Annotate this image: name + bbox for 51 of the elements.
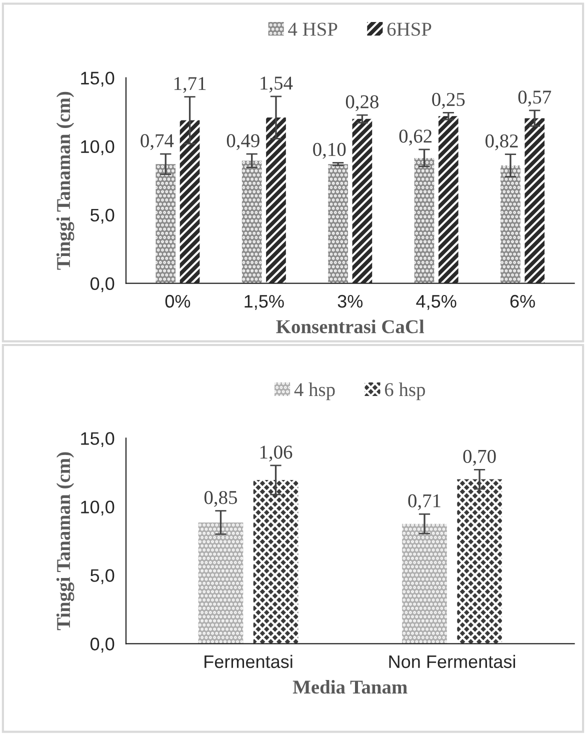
y-tick-label: 10,0 bbox=[81, 500, 114, 516]
annotation: 1,54 bbox=[260, 76, 293, 93]
y-tick-label: 15,0 bbox=[81, 432, 114, 448]
legend-label: 4 hsp bbox=[294, 382, 335, 400]
x-tick-label: 0% bbox=[165, 294, 190, 308]
bar bbox=[198, 522, 244, 644]
bar bbox=[266, 118, 286, 284]
bar bbox=[438, 116, 458, 284]
bar bbox=[352, 118, 372, 284]
annotation: 0,28 bbox=[346, 95, 378, 112]
legend-label: 6 hsp bbox=[385, 382, 425, 400]
x-tick-label: 1,5% bbox=[244, 294, 284, 310]
annotation: 0,25 bbox=[432, 92, 465, 109]
y-axis-title: Tinggi Tanaman (cm) bbox=[56, 452, 74, 630]
bar bbox=[242, 160, 262, 284]
annotation: 0,85 bbox=[204, 490, 237, 507]
x-tick-label: 3% bbox=[338, 294, 363, 308]
y-tick-label: 15,0 bbox=[81, 72, 114, 87]
bar bbox=[402, 524, 447, 644]
x-tick-label: Non Fermentasi bbox=[389, 654, 516, 668]
legend-label: 4 HSP bbox=[288, 22, 338, 36]
annotation: 0,71 bbox=[408, 494, 440, 510]
annotation: 0,70 bbox=[463, 450, 496, 466]
x-axis-title: Konsentrasi CaCl bbox=[276, 320, 424, 334]
annotation: 0,57 bbox=[518, 90, 552, 106]
bar bbox=[156, 164, 176, 284]
annotation: 0,82 bbox=[486, 134, 518, 150]
legend-label: 6HSP bbox=[387, 22, 432, 36]
bar bbox=[500, 165, 520, 284]
bar bbox=[457, 479, 502, 644]
x-tick-label: Fermentasi bbox=[204, 654, 292, 668]
annotation: 0,62 bbox=[399, 130, 432, 146]
y-axis-title: Tinggi Tanaman (cm) bbox=[56, 92, 74, 270]
annotation: 0,74 bbox=[140, 134, 174, 150]
bar bbox=[524, 118, 545, 284]
bar bbox=[328, 164, 348, 284]
y-tick-label: 5,0 bbox=[90, 569, 114, 584]
bar bbox=[253, 480, 298, 644]
x-tick-label: 4,5% bbox=[416, 294, 456, 310]
x-axis-title: Media Tanam bbox=[292, 680, 408, 694]
y-tick-label: 0,0 bbox=[90, 638, 114, 653]
y-tick-label: 5,0 bbox=[90, 208, 114, 224]
annotation: 1,71 bbox=[174, 77, 206, 93]
annotation: 1,06 bbox=[260, 446, 292, 462]
annotation: 0,49 bbox=[226, 134, 260, 150]
bar bbox=[414, 158, 434, 284]
y-tick-label: 10,0 bbox=[81, 140, 114, 156]
x-tick-label: 6% bbox=[510, 294, 535, 308]
annotation: 0,10 bbox=[313, 142, 346, 159]
bar bbox=[180, 120, 200, 284]
y-tick-label: 0,0 bbox=[90, 277, 114, 292]
